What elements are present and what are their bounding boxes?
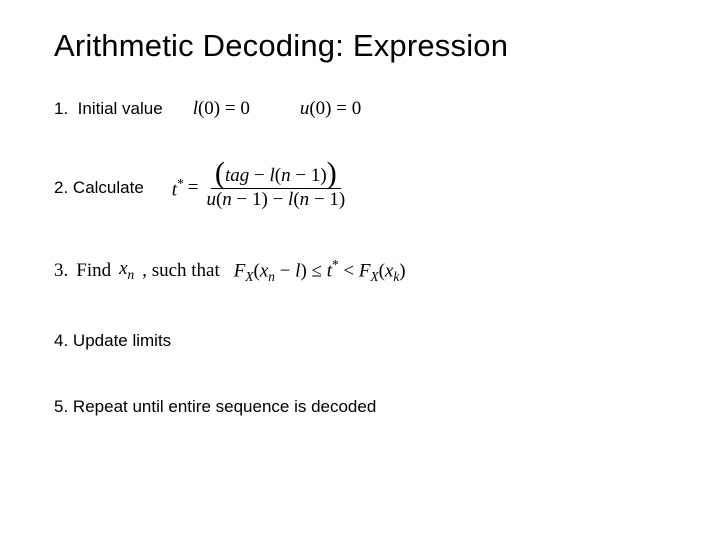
expr-u0: u(0) = 0: [300, 98, 361, 120]
step-3: 3. Find xn , such that FX(xn − l) ≤ t* < …: [54, 257, 672, 285]
step-1-label: 1. Initial value: [54, 99, 163, 119]
fraction: (tag − l(n − 1)) u(n − 1) − l(n − 1): [202, 166, 349, 211]
step-2: 2. Calculate t* = (tag − l(n − 1)) u(n −…: [54, 166, 672, 211]
step-1: 1. Initial value l(0) = 0 u(0) = 0: [54, 98, 672, 120]
step-3-num: 3.: [54, 260, 68, 282]
step-3-inequality: FX(xn − l) ≤ t* < FX(xk): [234, 257, 406, 285]
step-3-xn: xn: [119, 258, 134, 283]
step-2-expression: t* = (tag − l(n − 1)) u(n − 1) − l(n − 1…: [172, 166, 349, 211]
step-5-label: 5. Repeat until entire sequence is decod…: [54, 397, 376, 417]
step-4-label: 4. Update limits: [54, 331, 171, 351]
slide-title: Arithmetic Decoding: Expression: [54, 28, 672, 64]
step-1-expressions: l(0) = 0 u(0) = 0: [193, 98, 362, 120]
step-2-label: 2. Calculate: [54, 178, 144, 198]
step-3-suchthat: , such that: [142, 260, 220, 282]
slide: Arithmetic Decoding: Expression 1. Initi…: [0, 0, 720, 540]
step-4: 4. Update limits: [54, 331, 672, 351]
expr-l0: l(0) = 0: [193, 98, 250, 120]
step-5: 5. Repeat until entire sequence is decod…: [54, 397, 672, 417]
step-3-find: Find: [76, 260, 111, 282]
